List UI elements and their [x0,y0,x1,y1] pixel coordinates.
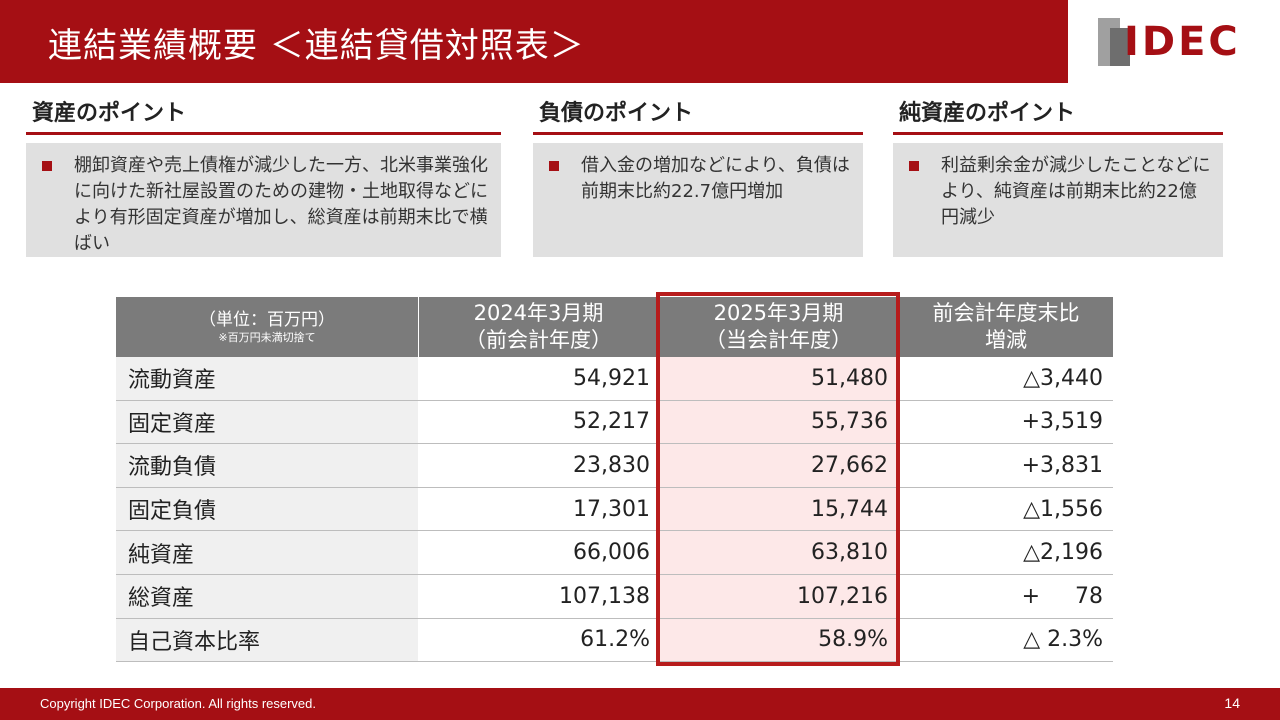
diff-value: △2,196 [1023,540,1103,566]
diff-line1: 前会計年度末比 [932,301,1080,325]
prev-value: 23,830 [573,452,650,478]
row-label: 純資産 [116,531,418,574]
square-bullet-icon [42,161,52,171]
table-row: 固定負債 17,301 15,744 △1,556 [116,487,1113,532]
curr-value: 107,216 [658,574,898,618]
page-title: 連結業績概要 ＜連結貸借対照表＞ [48,26,585,66]
balance-sheet-table: （単位：百万円） ※百万円未満切捨て 2024年3月期 （前会計年度） 2025… [116,297,1113,663]
row-label: 流動負債 [116,444,418,487]
row-label: 流動資産 [116,357,418,400]
prev-value: 17,301 [573,496,650,522]
square-bullet-icon [549,161,559,171]
copyright-text: Copyright IDEC Corporation. All rights r… [40,696,317,711]
table-row: 総資産 107,138 107,216 + 78 [116,574,1113,619]
liabilities-point-box: 借入金の増加などにより、負債は前期末比約22.7億円増加 [533,143,863,257]
unit-header: （単位：百万円） ※百万円未満切捨て [116,297,418,357]
curr-value: 55,736 [658,400,898,444]
logo-text: IDEC [1124,19,1241,65]
diff-value: △ 2.3% [1023,627,1103,653]
liabilities-point-heading: 負債のポイント [533,97,863,135]
table-header: （単位：百万円） ※百万円未満切捨て 2024年3月期 （前会計年度） 2025… [116,297,1113,357]
prev-value: 107,138 [559,583,650,609]
curr-value: 58.9% [658,618,898,662]
idec-logo: IDEC [1098,18,1258,68]
prev-year-header: 2024年3月期 （前会計年度） [418,297,658,357]
curr-year-line1: 2025年3月期 [713,301,844,325]
curr-year-line2: （当会計年度） [705,328,852,352]
diff-value: + 78 [1021,583,1103,609]
diff-line2: 増減 [985,328,1027,352]
page-number: 14 [1224,695,1240,711]
row-label: 自己資本比率 [116,618,418,662]
diff-value: +3,831 [1021,452,1103,478]
net-assets-point-heading: 純資産のポイント [893,97,1223,135]
square-bullet-icon [909,161,919,171]
diff-value: △3,440 [1023,365,1103,391]
unit-label: （単位：百万円） [199,310,335,330]
curr-value: 51,480 [658,357,898,400]
table-row: 純資産 66,006 63,810 △2,196 [116,531,1113,575]
net-assets-point-text: 利益剰余金が減少したことなどにより、純資産は前期末比約22億円減少 [941,155,1211,228]
assets-point: 資産のポイント 棚卸資産や売上債権が減少した一方、北米事業強化に向けた新社屋設置… [26,97,501,257]
net-assets-point: 純資産のポイント 利益剰余金が減少したことなどにより、純資産は前期末比約22億円… [893,97,1223,257]
prev-value: 52,217 [573,409,650,435]
liabilities-point-text: 借入金の増加などにより、負債は前期末比約22.7億円増加 [581,155,850,202]
prev-value: 61.2% [580,627,650,653]
curr-value: 15,744 [658,487,898,531]
logo-mark-dark [1110,28,1130,66]
row-label: 固定負債 [116,487,418,531]
prev-year-line2: （前会計年度） [465,328,612,352]
unit-note: ※百万円未満切捨て [218,331,316,344]
curr-value: 27,662 [658,444,898,487]
diff-value: +3,519 [1021,409,1103,435]
liabilities-point: 負債のポイント 借入金の増加などにより、負債は前期末比約22.7億円増加 [533,97,863,257]
row-label: 固定資産 [116,400,418,444]
table-row: 流動資産 54,921 51,480 △3,440 [116,357,1113,401]
row-label: 総資産 [116,574,418,618]
assets-point-heading: 資産のポイント [26,97,501,135]
curr-value: 63,810 [658,531,898,574]
table-row: 流動負債 23,830 27,662 +3,831 [116,444,1113,488]
footer-bar: Copyright IDEC Corporation. All rights r… [0,688,1280,720]
table-row: 自己資本比率 61.2% 58.9% △ 2.3% [116,618,1113,663]
prev-value: 54,921 [573,365,650,391]
prev-year-line1: 2024年3月期 [473,301,604,325]
net-assets-point-box: 利益剰余金が減少したことなどにより、純資産は前期末比約22億円減少 [893,143,1223,257]
header-bar: 連結業績概要 ＜連結貸借対照表＞ [0,0,1068,83]
assets-point-box: 棚卸資産や売上債権が減少した一方、北米事業強化に向けた新社屋設置のための建物・土… [26,143,501,257]
prev-value: 66,006 [573,540,650,566]
diff-value: △1,556 [1023,496,1103,522]
table-row: 固定資産 52,217 55,736 +3,519 [116,400,1113,445]
diff-header: 前会計年度末比 増減 [898,297,1113,357]
assets-point-text: 棚卸資産や売上債権が減少した一方、北米事業強化に向けた新社屋設置のための建物・土… [74,155,488,254]
curr-year-header: 2025年3月期 （当会計年度） [658,297,898,357]
